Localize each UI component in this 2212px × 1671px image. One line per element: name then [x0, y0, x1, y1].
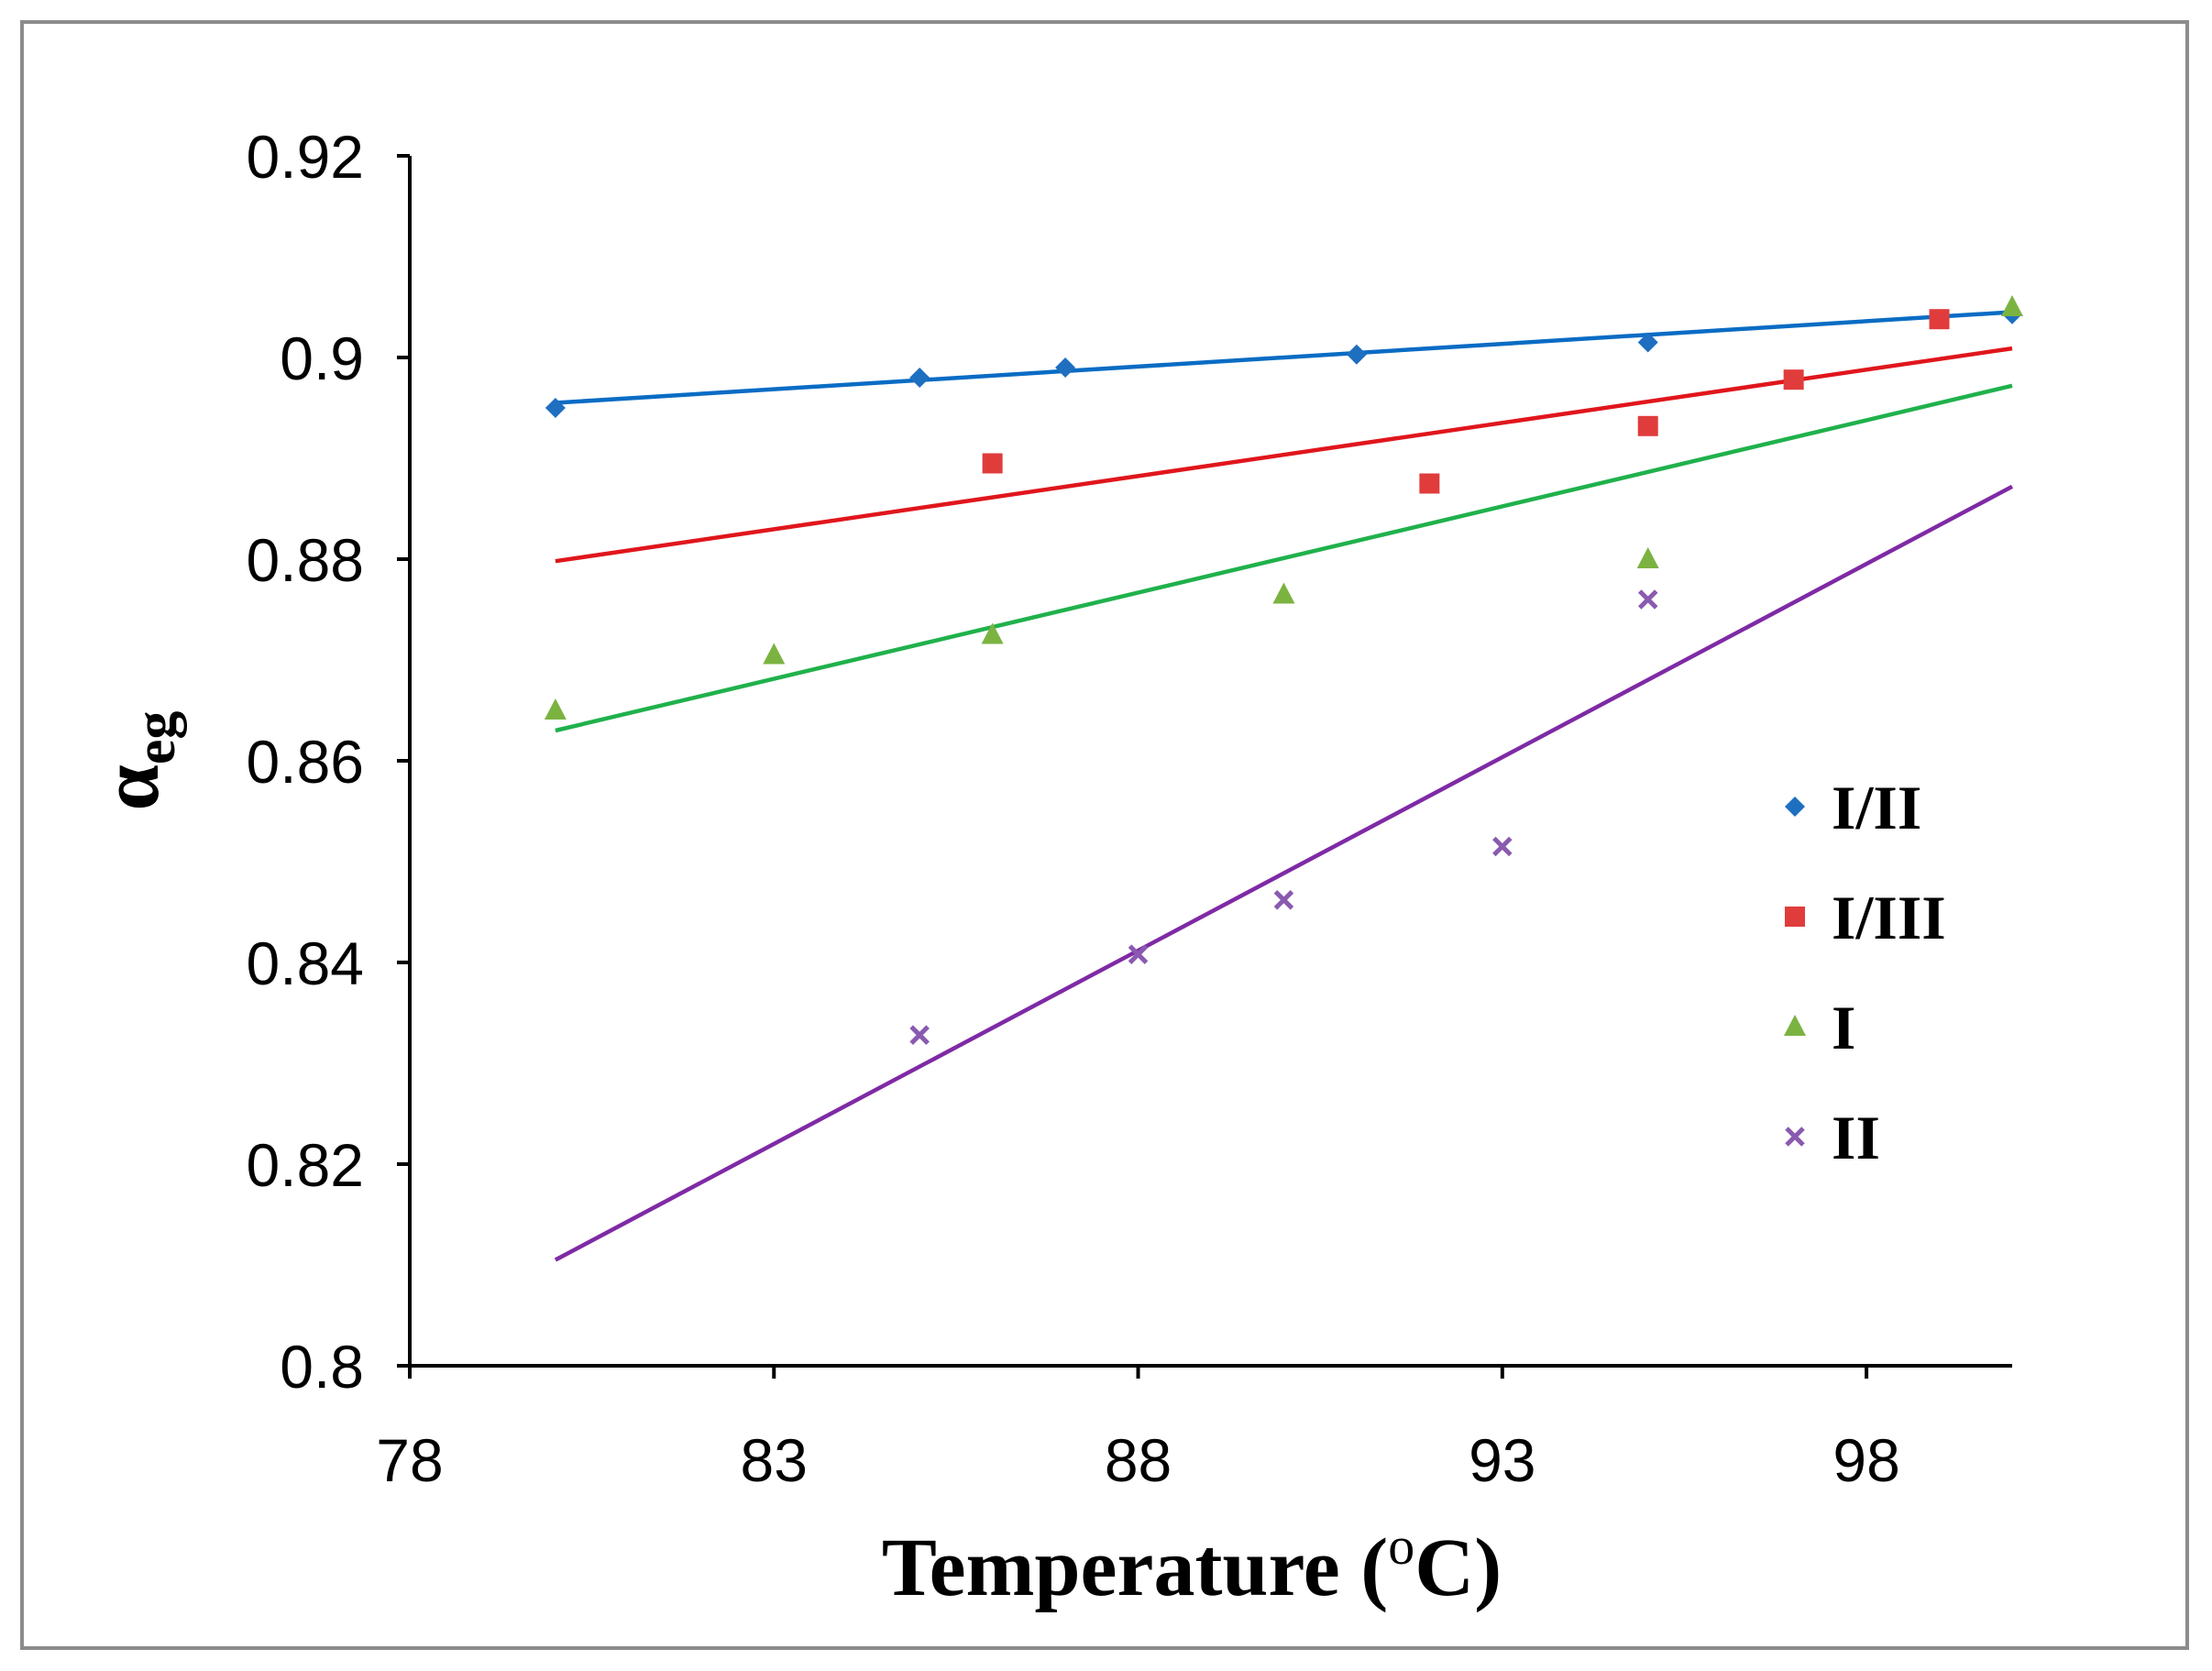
y-tick-label: 0.88 — [247, 526, 364, 594]
legend-marker-ii — [1785, 1127, 1805, 1147]
x-tick-label: 83 — [741, 1426, 808, 1494]
x-axis-title-sup: o — [1388, 1516, 1414, 1576]
x-tick-label: 93 — [1469, 1426, 1535, 1494]
legend-marker-ii-stroke — [1785, 1127, 1805, 1147]
data-point-ii — [1492, 836, 1513, 857]
data-point-ii-stroke — [909, 1025, 930, 1045]
y-tick-label: 0.82 — [247, 1131, 364, 1199]
data-point-i-iii — [1783, 369, 1804, 390]
y-tick-label: 0.84 — [247, 929, 364, 997]
y-tick-label: 0.9 — [280, 324, 364, 392]
data-point-i-ii — [545, 398, 566, 418]
data-point-i — [1272, 582, 1295, 604]
data-point-i — [544, 698, 567, 720]
data-point-i — [981, 622, 1004, 644]
data-point-i — [1636, 547, 1659, 568]
x-tick-label: 78 — [376, 1426, 443, 1494]
y-tick-label: 0.86 — [247, 728, 364, 796]
trendlines — [554, 310, 2014, 1262]
figure-frame — [20, 20, 2189, 1650]
data-point-ii — [909, 1025, 930, 1045]
data-markers — [544, 295, 2023, 1045]
data-point-i-ii — [1346, 344, 1367, 365]
axes: 0.8 0.82 0.84 0.86 0.88 0.9 0.92 78 83 88 93 98 — [247, 123, 2012, 1494]
data-point-i — [763, 643, 786, 665]
trendline-i — [555, 383, 2013, 733]
x-tick-label: 88 — [1105, 1426, 1172, 1494]
legend-label: I/II — [1832, 773, 1921, 842]
data-point-i — [2001, 295, 2023, 316]
data-point-i-ii — [1637, 332, 1658, 353]
x-axis-title: Temperature (oC) — [882, 1516, 1502, 1613]
data-point-ii-stroke — [1128, 944, 1149, 964]
data-point-ii-stroke — [1637, 589, 1658, 610]
y-tick-label: 0.92 — [247, 123, 364, 191]
y-axis-title-sub: eg — [125, 711, 187, 765]
y-tick-label: 0.8 — [280, 1333, 364, 1401]
legend-marker-i-ii — [1785, 797, 1805, 817]
data-point-i-iii — [1637, 415, 1658, 436]
trendline-i-iii — [555, 346, 2013, 564]
legend-marker-i — [1784, 1015, 1806, 1036]
data-point-i-iii — [982, 453, 1003, 474]
data-point-ii — [1637, 589, 1658, 610]
data-point-ii — [1273, 890, 1294, 910]
x-axis-title-end: C) — [1414, 1523, 1502, 1613]
y-axis-title-main: α — [85, 764, 176, 810]
legend-label: II — [1832, 1103, 1880, 1172]
data-point-i-iii — [1929, 309, 1950, 330]
trendline-ii — [554, 484, 2014, 1262]
legend-label: I/III — [1832, 883, 1946, 952]
data-point-ii-stroke — [1492, 836, 1513, 857]
data-point-i-iii — [1419, 473, 1440, 494]
trendline-i-ii — [555, 310, 2013, 405]
x-axis-title-main: Temperature ( — [882, 1523, 1388, 1613]
y-axis-title: αeg — [85, 711, 187, 811]
legend-label: I — [1832, 993, 1855, 1062]
data-point-ii — [1128, 944, 1149, 964]
x-tick-label: 98 — [1832, 1426, 1899, 1494]
legend-marker-i-iii — [1785, 907, 1805, 927]
data-point-i-ii — [1055, 357, 1076, 378]
data-point-ii-stroke — [1273, 890, 1294, 910]
data-point-i-ii — [909, 368, 930, 388]
